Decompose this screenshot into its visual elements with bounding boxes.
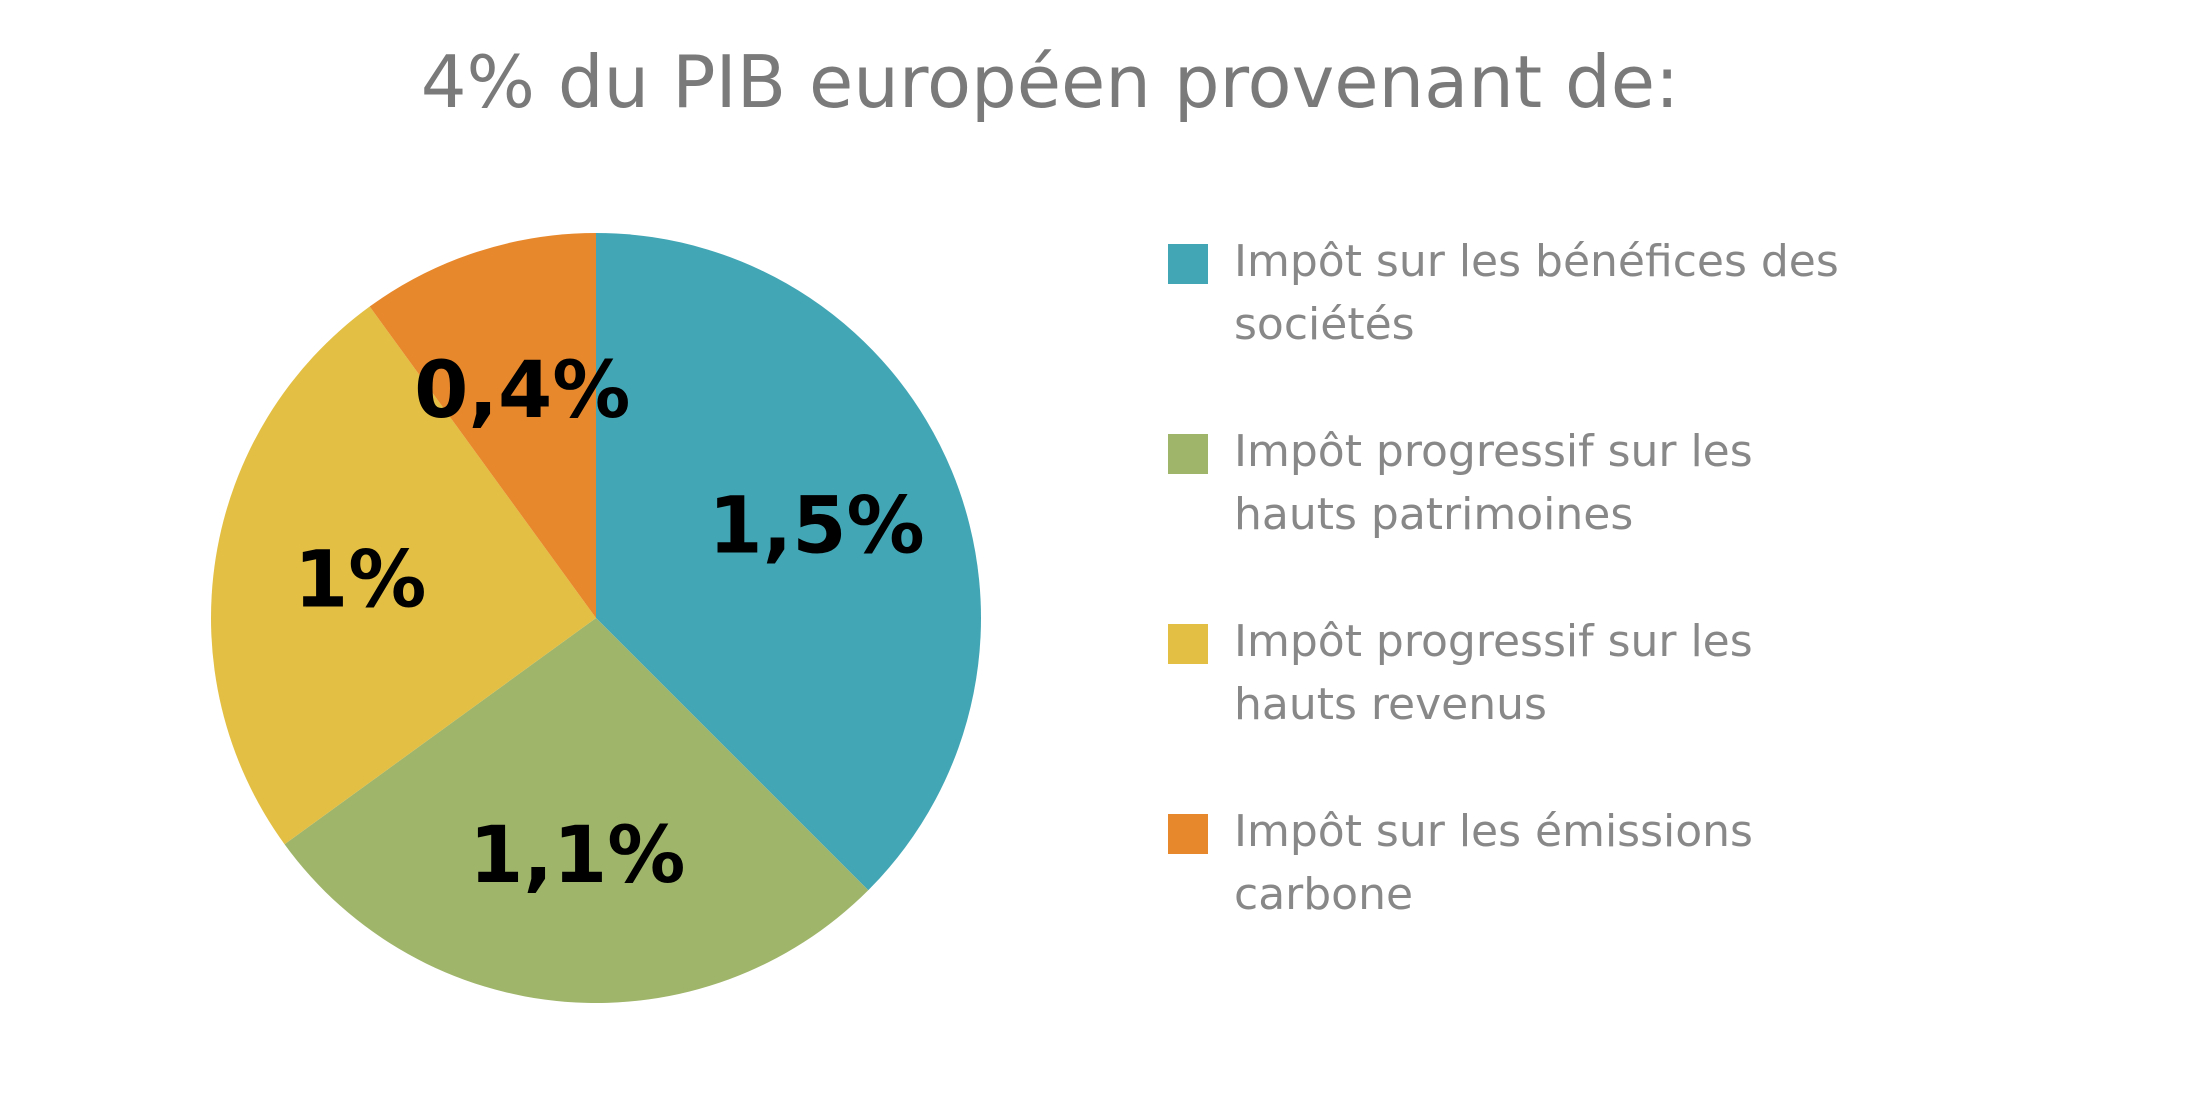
legend-label: Impôt progressif sur les hauts patrimoin…	[1234, 426, 1753, 540]
legend-swatch	[1168, 624, 1208, 664]
legend-swatch	[1168, 814, 1208, 854]
pie-data-label: 1,1%	[469, 811, 685, 901]
legend-label: Impôt sur les émissions carbone	[1234, 806, 1753, 920]
pie-data-labels: 1,5% 1,1% 1% 0,4%	[294, 346, 925, 901]
legend-swatch	[1168, 244, 1208, 284]
pie-slice	[369, 233, 596, 618]
pie-slice	[210, 306, 596, 845]
legend: Impôt sur les bénéfices des sociétés Imp…	[1168, 230, 2168, 990]
pie-slice	[284, 618, 869, 1003]
legend-label: Impôt sur les bénéfices des sociétés	[1234, 236, 1839, 350]
pie-data-label: 1%	[294, 536, 426, 626]
legend-item: Impôt progressif sur les hauts patrimoin…	[1168, 420, 2168, 610]
legend-item: Impôt sur les émissions carbone	[1168, 800, 2168, 990]
pie-chart: 1,5% 1,1% 1% 0,4%	[210, 233, 981, 1003]
legend-swatch	[1168, 434, 1208, 474]
chart-title: 4% du PIB européen provenant de:	[420, 40, 1680, 124]
pie-slices	[210, 233, 981, 1003]
legend-label: Impôt progressif sur les hauts revenus	[1234, 616, 1753, 730]
pie-slice	[596, 233, 981, 891]
legend-item: Impôt sur les bénéfices des sociétés	[1168, 230, 2168, 420]
pie-data-label: 1,5%	[708, 482, 924, 572]
pie-data-label: 0,4%	[414, 346, 630, 436]
legend-item: Impôt progressif sur les hauts revenus	[1168, 610, 2168, 800]
